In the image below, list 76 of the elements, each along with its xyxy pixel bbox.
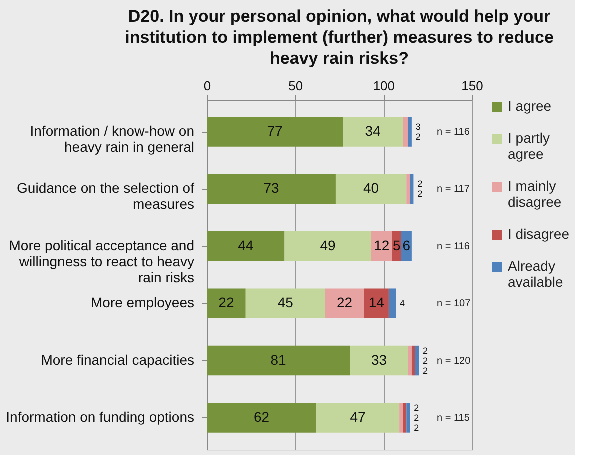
bar <box>246 288 326 318</box>
data-label: 62 <box>254 408 270 425</box>
annotation: n = 116 <box>437 127 470 138</box>
data-label: 12 <box>374 237 390 254</box>
bar <box>408 346 412 376</box>
y-tick-label: Information / know-how on heavy rain in general <box>30 123 194 156</box>
data-label: 44 <box>238 237 254 254</box>
bar <box>408 117 412 147</box>
bar <box>406 403 410 433</box>
data-label: 81 <box>270 352 287 368</box>
y-tick-label: Information on funding options <box>6 408 194 425</box>
bar <box>415 346 419 376</box>
bar <box>364 288 389 318</box>
x-tick-label: 0 <box>204 78 212 94</box>
bar <box>325 288 364 318</box>
annotation: n = 120 <box>437 356 472 367</box>
data-label: 6 <box>402 237 411 254</box>
data-label: 14 <box>368 294 385 311</box>
bar <box>207 346 350 376</box>
annotation: n = 115 <box>437 412 470 424</box>
bar <box>316 403 400 433</box>
data-label: 22 <box>337 294 353 311</box>
data-label: 34 <box>365 123 382 140</box>
bar <box>371 232 392 262</box>
data-label: 3 <box>416 122 421 132</box>
bar <box>350 346 408 376</box>
x-tick-label: 100 <box>373 78 396 94</box>
chart-title: D20. In your personal opinion, what would help your institution to implement (further) measures to reduce heavy rain risks? <box>125 7 554 68</box>
x-tick-label: 50 <box>288 78 304 94</box>
bar <box>343 117 404 147</box>
y-tick-label: More employees <box>91 294 194 311</box>
data-label: 45 <box>278 294 294 311</box>
data-label: 73 <box>264 180 280 196</box>
bar <box>403 117 408 147</box>
data-label: 2 <box>414 402 420 413</box>
legend-label: I disagree <box>508 226 570 242</box>
data-label: 33 <box>371 352 388 368</box>
data-label: 77 <box>267 123 284 140</box>
data-label: 5 <box>393 237 402 254</box>
bar <box>406 174 410 204</box>
data-label: 2 <box>414 422 420 433</box>
data-label: 2 <box>418 189 423 200</box>
bar <box>207 288 246 318</box>
data-label: 2 <box>423 356 428 366</box>
bar <box>207 117 344 147</box>
data-label: 2 <box>423 346 428 356</box>
legend-label: I agree <box>508 98 552 114</box>
data-label: 4 <box>400 298 406 309</box>
x-tick-label: 150 <box>462 78 484 94</box>
y-tick-label: More political acceptance and willingness to react to heavy rain risks <box>9 237 194 286</box>
bar <box>207 174 336 204</box>
bar <box>207 232 285 262</box>
data-label: 40 <box>364 180 380 196</box>
annotation: n = 116 <box>437 241 470 252</box>
data-label: 2 <box>414 412 420 423</box>
bar <box>403 403 407 433</box>
legend-label: I mainly disagree <box>508 178 562 210</box>
bar <box>412 346 416 376</box>
data-label: 2 <box>416 132 421 142</box>
data-label: 22 <box>218 294 234 311</box>
bar <box>410 174 414 204</box>
bar <box>388 288 396 318</box>
annotation: n = 107 <box>437 298 472 310</box>
data-label: 47 <box>350 408 366 425</box>
annotation: n = 117 <box>437 184 470 196</box>
bar <box>400 403 404 433</box>
data-label: 2 <box>418 179 423 190</box>
legend-label: I partly agree <box>508 130 550 162</box>
y-tick-label: Guidance on the selection of measures <box>17 180 195 212</box>
bar <box>336 174 407 204</box>
bar <box>284 232 372 262</box>
y-tick-label: More financial capacities <box>41 352 194 368</box>
data-label: 2 <box>423 366 428 376</box>
bar <box>207 403 317 433</box>
legend-label: Already available <box>508 258 564 290</box>
data-label: 49 <box>320 237 336 254</box>
